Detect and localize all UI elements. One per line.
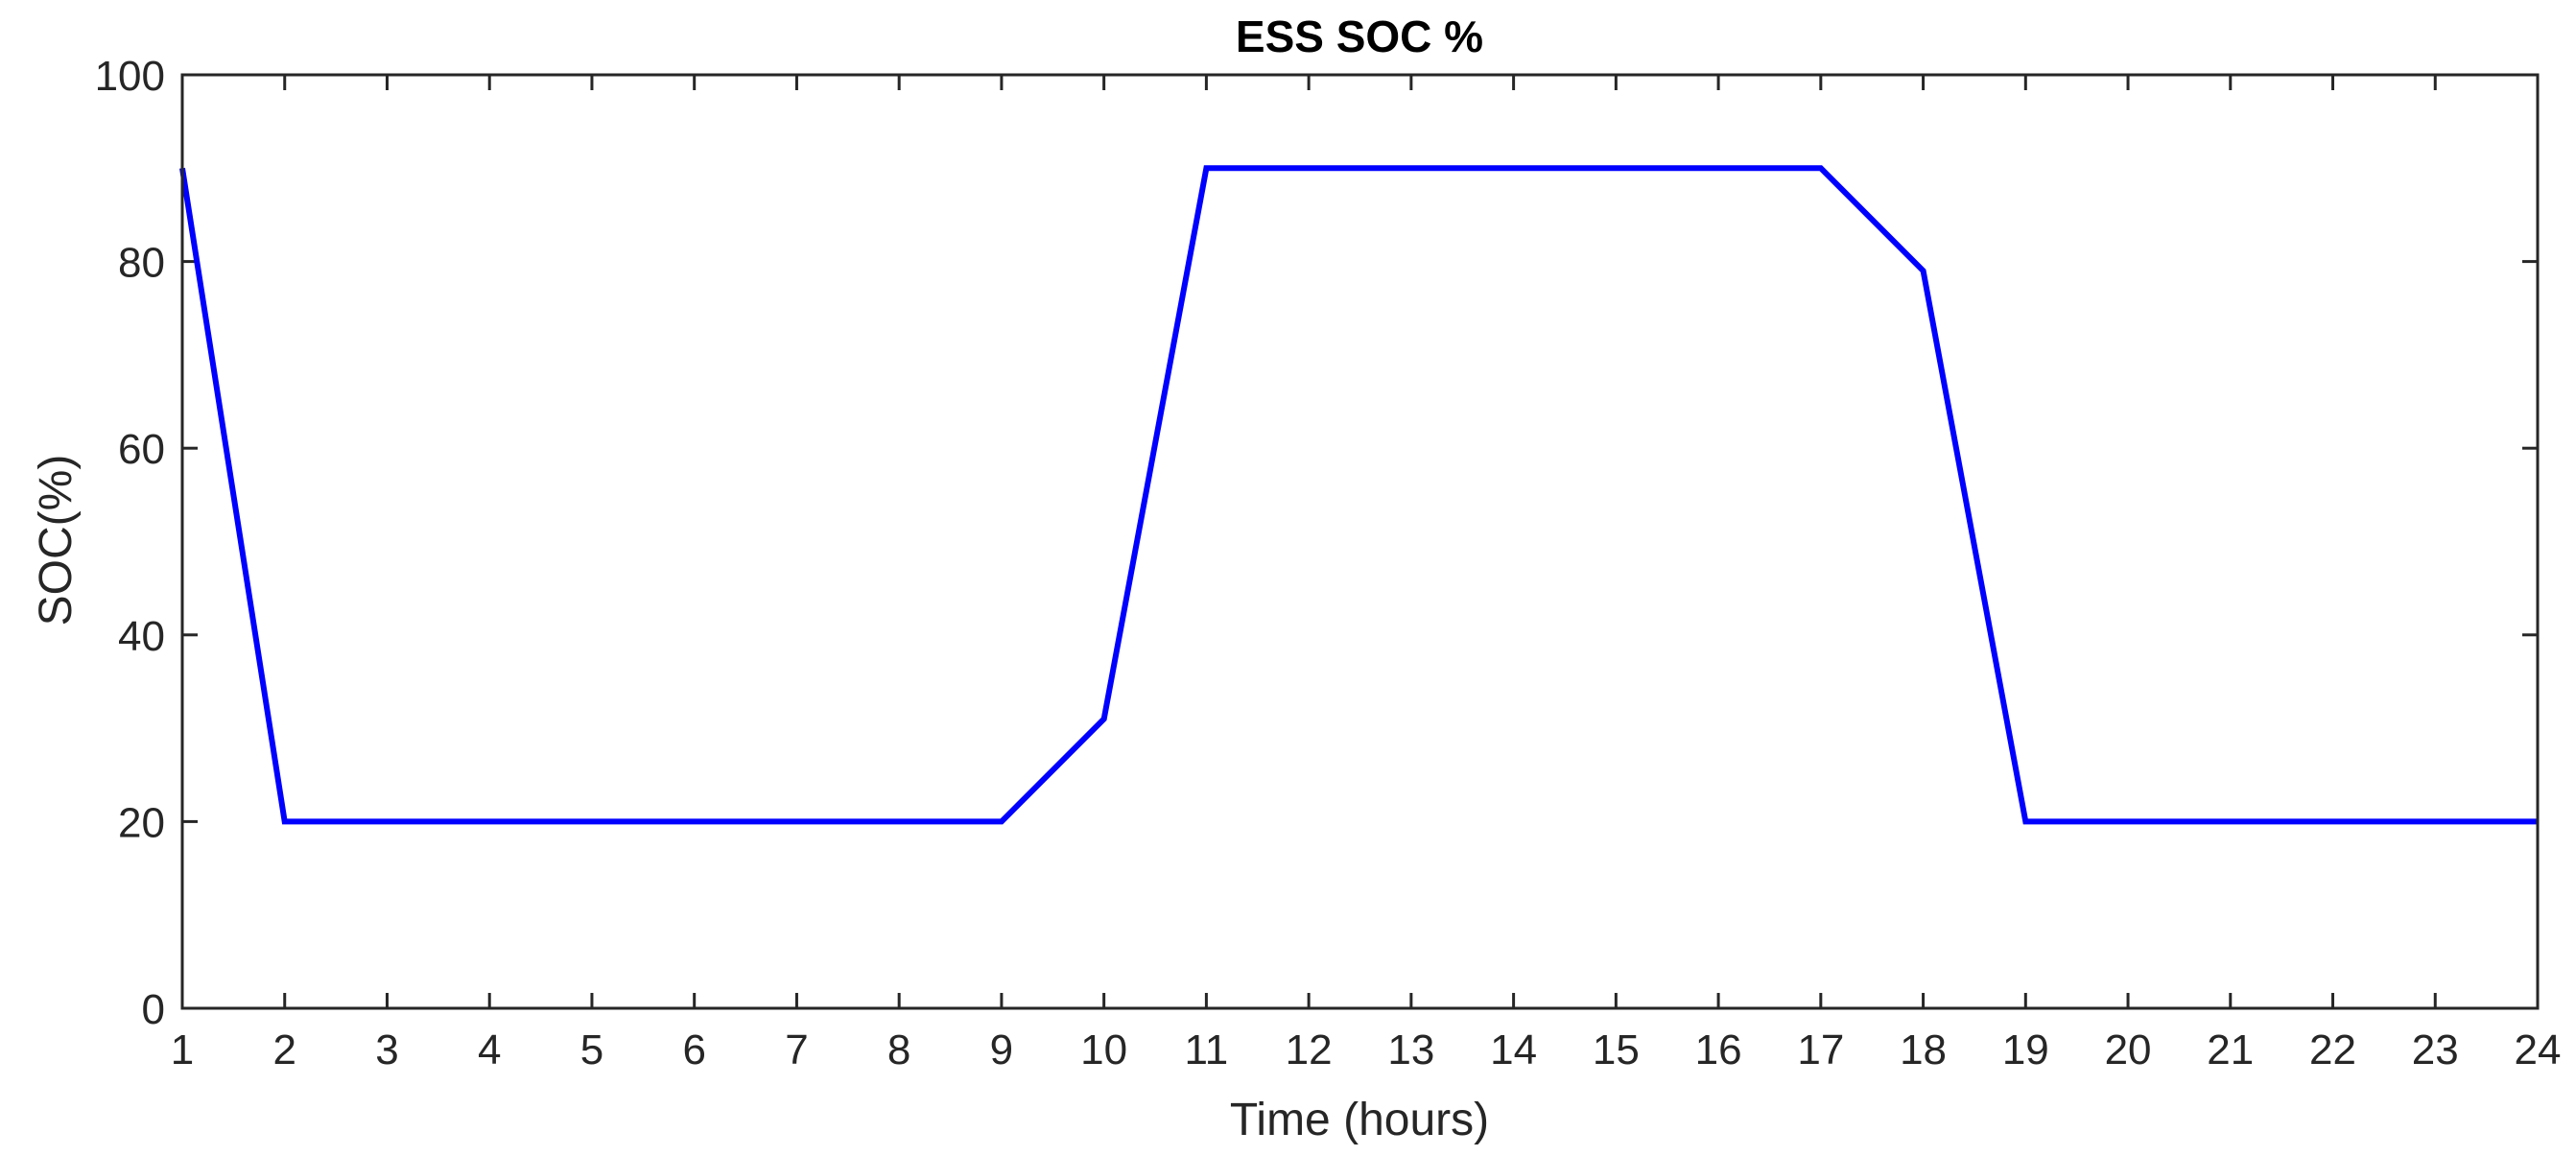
- x-axis-label: Time (hours): [1230, 1095, 1489, 1145]
- x-tick-label: 20: [2105, 1026, 2152, 1073]
- x-tick-label: 4: [478, 1026, 501, 1073]
- x-tick-label: 6: [682, 1026, 705, 1073]
- x-tick-label: 14: [1490, 1026, 1537, 1073]
- x-tick-label: 10: [1080, 1026, 1127, 1073]
- axis-ticks: 1 2 3 4 5 6 7 8 9 10 11 12 13 14 15 16 17 18 19 20 21 22 23 240…: [95, 53, 2562, 1073]
- x-tick-label: 11: [1185, 1026, 1229, 1073]
- x-tick-label: 23: [2412, 1026, 2459, 1073]
- x-tick-label: 18: [1900, 1026, 1947, 1073]
- series-line: [179, 165, 2538, 825]
- x-tick-label: 8: [887, 1026, 910, 1073]
- x-tick-label: 16: [1695, 1026, 1742, 1073]
- x-tick-label: 1: [171, 1026, 194, 1073]
- y-tick-label: 20: [118, 799, 165, 846]
- x-tick-label: 5: [580, 1026, 603, 1073]
- series-lines: [179, 165, 2539, 825]
- x-tick-label: 13: [1387, 1026, 1434, 1073]
- y-tick-label: 100: [95, 53, 165, 100]
- y-tick-label: 0: [142, 986, 165, 1033]
- y-tick-label: 40: [118, 613, 165, 660]
- y-tick-label: 60: [118, 426, 165, 473]
- x-tick-label: 17: [1797, 1026, 1844, 1073]
- x-tick-label: 19: [2002, 1026, 2049, 1073]
- x-tick-label: 7: [785, 1026, 808, 1073]
- x-tick-label: 9: [990, 1026, 1013, 1073]
- x-tick-label: 22: [2309, 1026, 2356, 1073]
- x-tick-label: 15: [1593, 1026, 1640, 1073]
- y-tick-label: 80: [118, 240, 165, 287]
- x-tick-label: 21: [2207, 1026, 2254, 1073]
- x-tick-label: 2: [272, 1026, 295, 1073]
- chart-title: ESS SOC %: [1236, 12, 1483, 61]
- x-tick-label: 3: [375, 1026, 398, 1073]
- y-axis-label: SOC(%): [31, 455, 82, 626]
- plot-area-frame: [180, 73, 2540, 1010]
- x-tick-label: 24: [2515, 1026, 2562, 1073]
- x-tick-label: 12: [1286, 1026, 1333, 1073]
